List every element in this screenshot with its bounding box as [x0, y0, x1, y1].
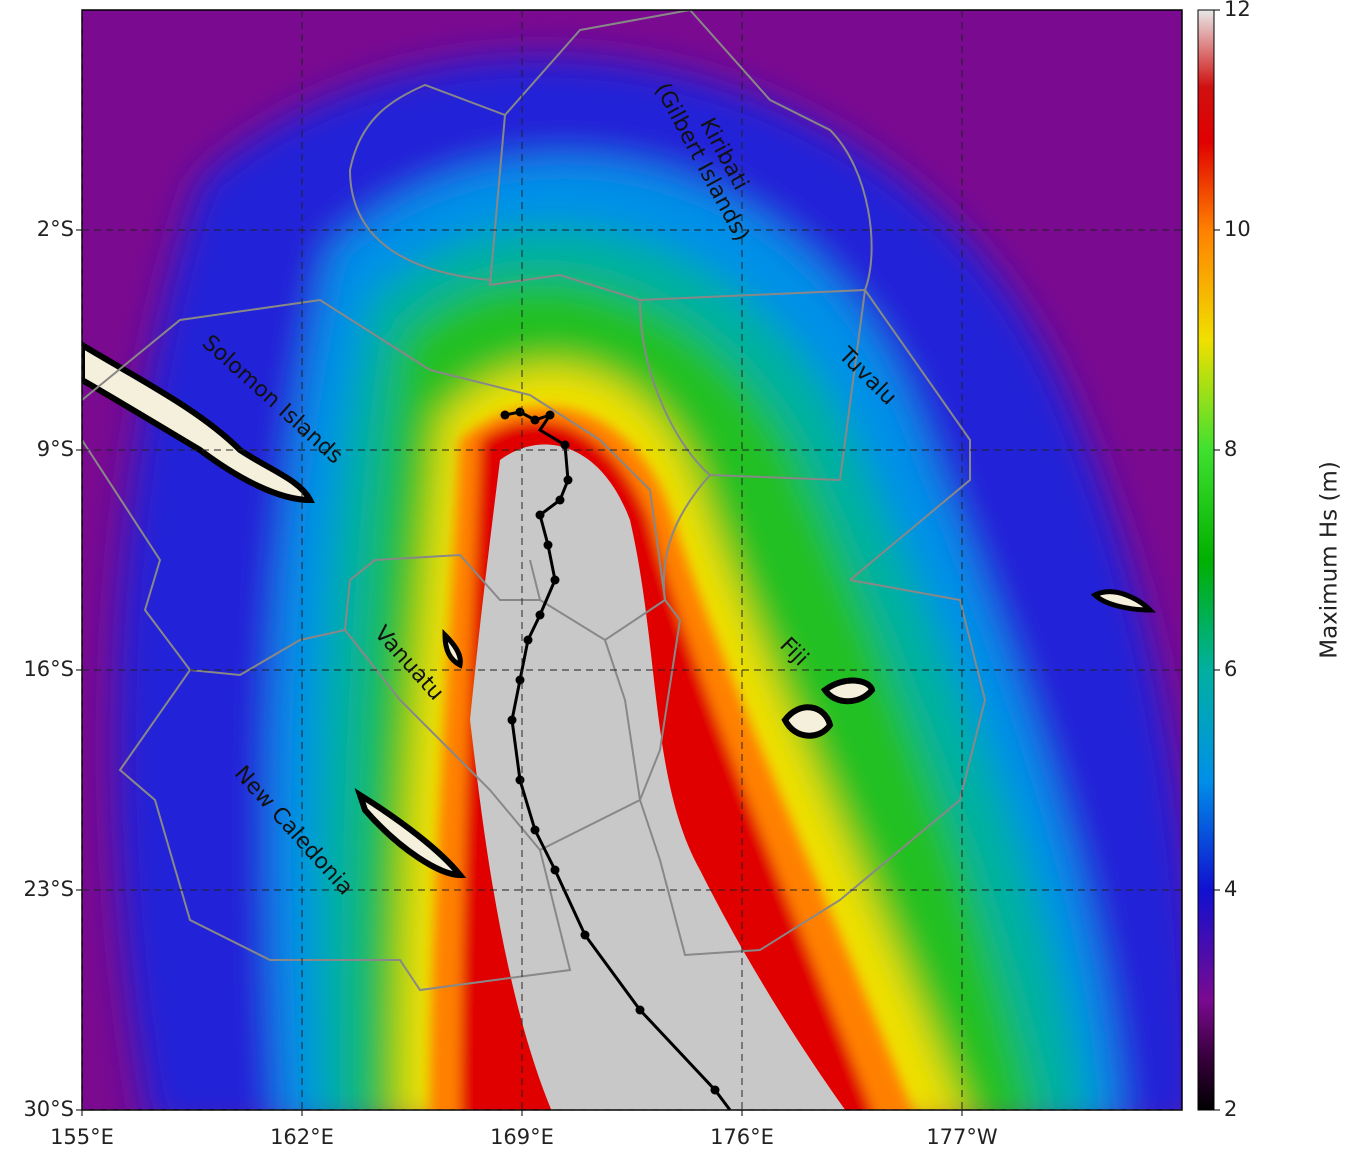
- y-tick-label: 30°S: [23, 1097, 74, 1121]
- x-tick-label: 155°E: [50, 1125, 114, 1149]
- borders: [82, 10, 987, 992]
- wave-field: [82, 10, 1182, 1110]
- colorbar-tick-label: 6: [1224, 657, 1237, 681]
- colorbar-tick-label: 8: [1224, 437, 1237, 461]
- x-tick-label: 177°W: [926, 1125, 998, 1149]
- x-tick-label: 176°E: [710, 1125, 774, 1149]
- y-tick-label: 16°S: [23, 657, 74, 681]
- colorbar-label: Maximum Hs (m): [1317, 461, 1343, 659]
- islands: [82, 341, 1157, 879]
- colorbar-tick-label: 12: [1224, 0, 1251, 21]
- y-tick-label: 2°S: [37, 217, 74, 241]
- colorbar-tick-label: 4: [1224, 877, 1237, 901]
- colorbar-tick-label: 10: [1224, 217, 1251, 241]
- map-frame: [81, 9, 1183, 1111]
- y-tick-label: 9°S: [37, 437, 74, 461]
- x-tick-label: 169°E: [490, 1125, 554, 1149]
- x-tick-label: 162°E: [270, 1125, 334, 1149]
- colorbar-tick-label: 2: [1224, 1097, 1237, 1121]
- y-tick-label: 23°S: [23, 877, 74, 901]
- colorbar: [1197, 9, 1215, 1111]
